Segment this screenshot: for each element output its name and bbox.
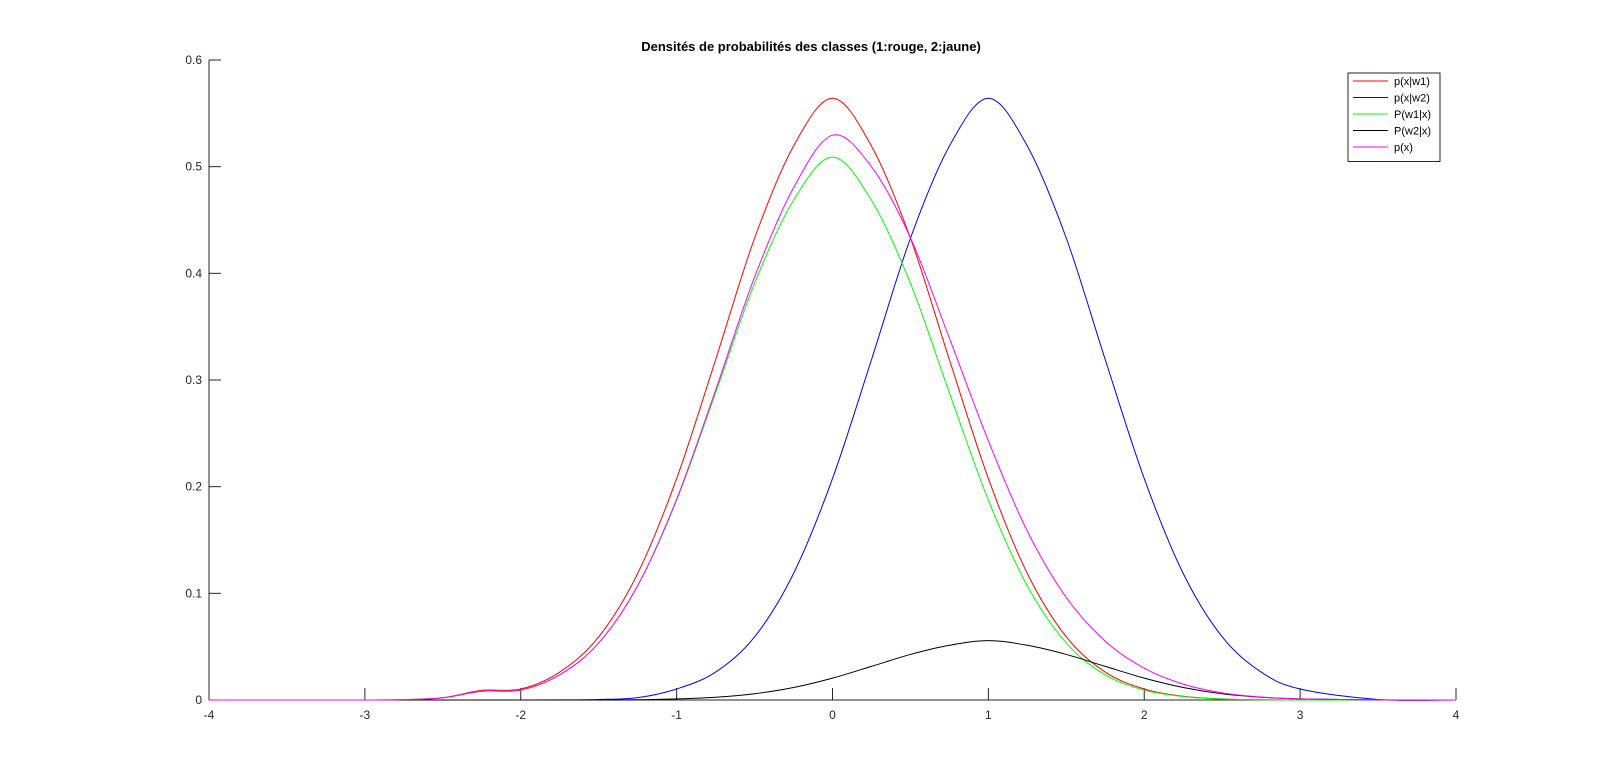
x-tick-label: 3 [1297, 708, 1304, 722]
x-tick-label: 1 [985, 708, 992, 722]
y-tick-label: 0 [195, 693, 202, 707]
legend-label: p(x|w2) [1394, 93, 1430, 105]
y-tick-label: 0.6 [185, 53, 202, 67]
y-tick-label: 0.2 [185, 480, 202, 494]
x-tick-label: 4 [1453, 708, 1460, 722]
y-tick-label: 0.3 [185, 373, 202, 387]
y-tick-label: 0.1 [185, 586, 202, 600]
chart-title: Densités de probabilités des classes (1:… [641, 39, 981, 54]
x-tick-label: -2 [515, 708, 526, 722]
series-line-5 [209, 134, 1457, 701]
x-tick-label: 0 [829, 708, 836, 722]
legend-label: p(x|w1) [1394, 76, 1430, 88]
legend-label: P(w1|x) [1394, 109, 1431, 121]
legend-label: P(w2|x) [1394, 126, 1431, 138]
x-tick-label: 2 [1141, 708, 1148, 722]
x-tick-label: -3 [360, 708, 371, 722]
x-tick-label: -1 [671, 708, 682, 722]
legend: p(x|w1) p(x|w2) P(w1|x) P(w2|x) p(x) [1347, 72, 1441, 162]
y-tick-label: 0.5 [185, 160, 202, 174]
legend-label: p(x) [1394, 142, 1413, 154]
x-tick-label: -4 [204, 708, 215, 722]
series-line-4 [209, 640, 1457, 701]
y-tick-label: 0.4 [185, 266, 202, 280]
series-layer [209, 97, 1457, 701]
